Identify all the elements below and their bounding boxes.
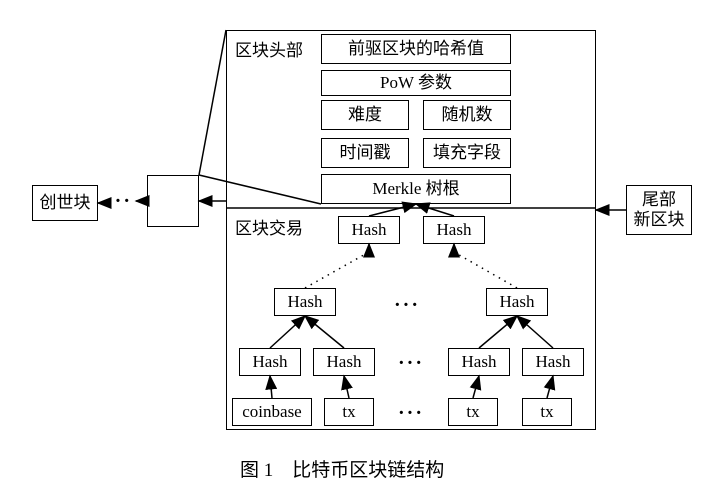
- tx-node: tx: [324, 398, 374, 426]
- hash-label: Hash: [288, 292, 323, 312]
- coinbase-label: coinbase: [242, 402, 301, 422]
- tree-ellipsis: ···: [398, 352, 424, 375]
- difficulty-field: 难度: [321, 100, 409, 130]
- tail-label: 尾部 新区块: [634, 190, 685, 231]
- prev-hash-label: 前驱区块的哈希值: [348, 39, 484, 59]
- tx-ellipsis: ···: [398, 402, 424, 425]
- hash-label: Hash: [327, 352, 362, 372]
- prev-hash-field: 前驱区块的哈希值: [321, 34, 511, 64]
- padding-label: 填充字段: [433, 143, 501, 163]
- tx-node: tx: [448, 398, 498, 426]
- hash-node: Hash: [522, 348, 584, 376]
- merkle-root-field: Merkle 树根: [321, 174, 511, 204]
- hash-label: Hash: [352, 220, 387, 240]
- figure-caption: 图 1 比特币区块链结构: [240, 455, 444, 482]
- nonce-label: 随机数: [442, 105, 493, 125]
- hash-label: Hash: [253, 352, 288, 372]
- hash-node: Hash: [486, 288, 548, 316]
- hash-node: Hash: [313, 348, 375, 376]
- pow-field: PoW 参数: [321, 70, 511, 96]
- pow-label: PoW 参数: [380, 73, 452, 93]
- hash-label: Hash: [536, 352, 571, 372]
- chain-ellipsis: ···: [106, 190, 132, 213]
- hash-node: Hash: [239, 348, 301, 376]
- hash-label: Hash: [462, 352, 497, 372]
- tx-label: tx: [342, 402, 355, 422]
- genesis-block: 创世块: [32, 185, 98, 221]
- tail-block: 尾部 新区块: [626, 185, 692, 235]
- hash-node: Hash: [448, 348, 510, 376]
- tx-label: tx: [466, 402, 479, 422]
- prev-block: [147, 175, 199, 227]
- hash-label: Hash: [437, 220, 472, 240]
- hash-node: Hash: [338, 216, 400, 244]
- header-section-label: 区块头部: [233, 36, 305, 61]
- timestamp-label: 时间戳: [340, 143, 391, 163]
- tx-section-label: 区块交易: [233, 214, 305, 239]
- tx-node: tx: [522, 398, 572, 426]
- hash-node: Hash: [274, 288, 336, 316]
- nonce-field: 随机数: [423, 100, 511, 130]
- hash-node: Hash: [423, 216, 485, 244]
- tx-label: tx: [540, 402, 553, 422]
- genesis-label: 创世块: [40, 193, 91, 213]
- merkle-root-label: Merkle 树根: [372, 179, 459, 199]
- padding-field: 填充字段: [423, 138, 511, 168]
- tree-ellipsis: ···: [394, 294, 420, 317]
- timestamp-field: 时间戳: [321, 138, 409, 168]
- hash-label: Hash: [500, 292, 535, 312]
- tx-coinbase: coinbase: [232, 398, 312, 426]
- difficulty-label: 难度: [348, 105, 382, 125]
